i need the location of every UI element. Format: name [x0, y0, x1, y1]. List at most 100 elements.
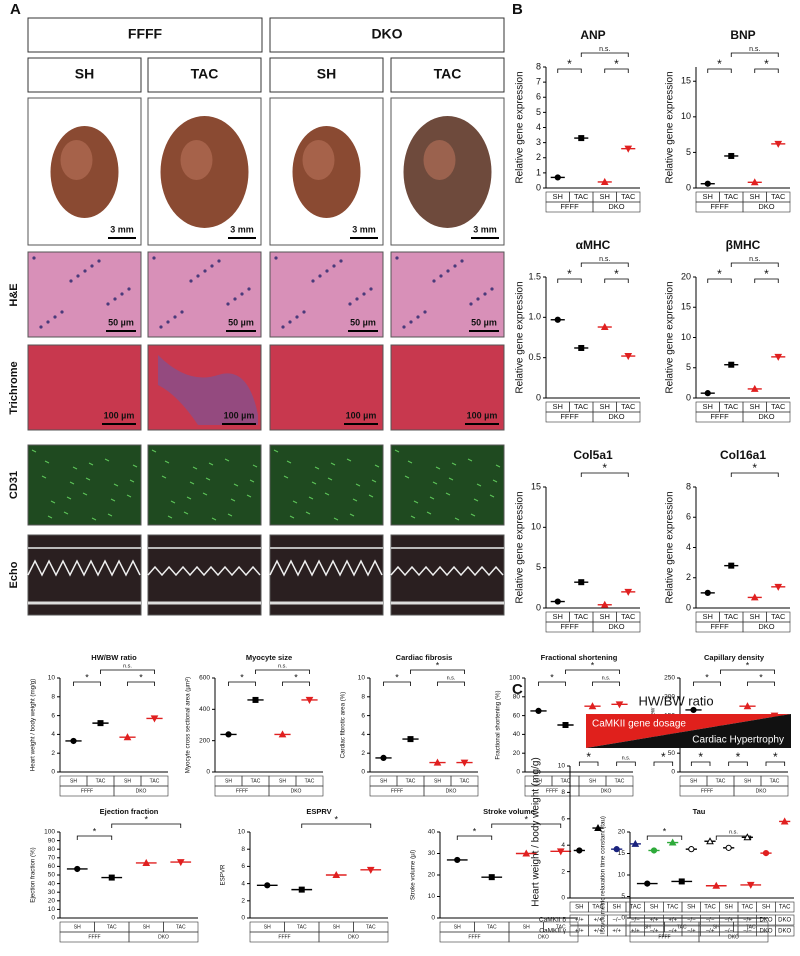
- chart-title: Myocyte size: [246, 653, 292, 662]
- category-label: TAC: [107, 924, 117, 930]
- nucleus: [439, 274, 443, 278]
- mean-marker: [780, 817, 789, 825]
- y-tick-label: 40: [513, 731, 521, 738]
- significance-label: *: [591, 660, 595, 670]
- group-box: [508, 931, 579, 943]
- group-label: DKO: [758, 622, 774, 631]
- significance-bracket: [580, 262, 629, 267]
- mean-marker: [615, 701, 624, 709]
- mean-marker: [554, 316, 561, 323]
- scale-bar-label: 50 µm: [471, 317, 497, 327]
- genotype-cell-text: +/+: [668, 918, 677, 924]
- vessel: [167, 515, 173, 519]
- banner-text: Cardiac Hypertrophy: [692, 735, 784, 746]
- nucleus: [127, 287, 131, 291]
- vessel: [470, 513, 476, 517]
- category-label: SH: [454, 924, 461, 930]
- scale-bar-label: 50 µm: [228, 317, 254, 327]
- mean-marker: [728, 152, 735, 159]
- category-label: SH: [687, 905, 695, 911]
- category-label: SH: [143, 924, 150, 930]
- significance-bracket: [456, 835, 493, 840]
- genotype-cell-text: +/+: [650, 918, 659, 924]
- significance-label: *: [614, 267, 619, 281]
- nucleus: [159, 325, 163, 329]
- vessel: [189, 481, 195, 485]
- vessel: [151, 449, 157, 453]
- group-label: DKO: [758, 412, 774, 421]
- vessel: [467, 458, 473, 462]
- chart-title: Ejection fraction: [100, 807, 159, 816]
- mean-marker: [588, 702, 597, 710]
- condition-box: [390, 57, 505, 93]
- group-box: [742, 411, 791, 423]
- nucleus: [311, 279, 315, 283]
- row-label: H&E: [8, 283, 20, 306]
- scale-bar-label: 3 mm: [473, 224, 497, 234]
- y-axis-label: Relative gene expression: [665, 491, 676, 603]
- row-label: Trichrome: [8, 361, 20, 414]
- mean-marker: [613, 846, 620, 853]
- y-tick-label: 80: [513, 694, 521, 701]
- group-box: [268, 785, 324, 797]
- group-box: [698, 931, 769, 943]
- scale-bar-label: 3 mm: [230, 224, 254, 234]
- category-label: TAC: [574, 612, 589, 621]
- nucleus: [60, 310, 64, 314]
- significance-label: *: [717, 267, 722, 281]
- y-tick-label: 5: [536, 107, 541, 117]
- nucleus: [274, 256, 278, 260]
- vessel: [451, 462, 457, 466]
- y-tick-label: 400: [199, 706, 210, 713]
- mean-marker: [454, 856, 461, 864]
- y-tick-label: 10: [358, 675, 366, 682]
- mean-marker: [774, 140, 783, 148]
- genotype-cell-text: DKO: [759, 918, 772, 924]
- mean-marker: [678, 878, 685, 885]
- category-label: SH: [264, 924, 271, 930]
- y-tick-label: 10: [238, 829, 246, 836]
- vessel: [47, 515, 53, 519]
- y-axis-label: ESPVR: [220, 864, 227, 886]
- nucleus: [46, 320, 50, 324]
- vessel: [63, 511, 69, 515]
- y-tick-label: 10: [48, 675, 56, 682]
- mean-marker: [176, 859, 185, 867]
- category-label: TAC: [704, 905, 716, 911]
- genotype-cell-text: −/+: [743, 918, 752, 924]
- y-tick-label: 0: [431, 915, 435, 922]
- y-tick-label: 4: [536, 122, 541, 132]
- vessel: [333, 517, 339, 521]
- genotype-cell-text: +/+: [575, 929, 584, 935]
- significance-label: *: [240, 672, 244, 682]
- genotype-cell: [775, 914, 795, 926]
- chart-title: BNP: [730, 28, 755, 42]
- category-label: SH: [703, 402, 713, 411]
- y-tick-label: 0: [51, 915, 55, 922]
- chart-title: Col5a1: [573, 448, 613, 462]
- nucleus: [446, 269, 450, 273]
- y-tick-label: 30: [428, 850, 436, 857]
- vessel: [273, 449, 279, 453]
- significance-label: *: [139, 672, 143, 682]
- vessel: [249, 479, 255, 483]
- nucleus: [152, 256, 156, 260]
- category-label: SH: [553, 612, 563, 621]
- mean-marker: [704, 589, 711, 596]
- significance-bracket: [693, 681, 721, 686]
- y-tick-label: 3: [536, 137, 541, 147]
- category-label: SH: [703, 612, 713, 621]
- y-tick-label: 0: [361, 769, 365, 776]
- panel-label: B: [512, 1, 523, 18]
- category-label: TAC: [366, 924, 376, 930]
- category-label: TAC: [667, 905, 679, 911]
- y-axis-label: Relative gene expression: [665, 71, 676, 183]
- mean-marker: [746, 881, 755, 889]
- mean-marker: [743, 833, 752, 841]
- nucleus: [369, 287, 373, 291]
- banner-text: CaMKII gene dosage: [592, 719, 686, 730]
- significance-bracket: [604, 278, 629, 283]
- chart-title: βMHC: [726, 238, 761, 252]
- nucleus: [32, 256, 36, 260]
- category-label: TAC: [630, 905, 642, 911]
